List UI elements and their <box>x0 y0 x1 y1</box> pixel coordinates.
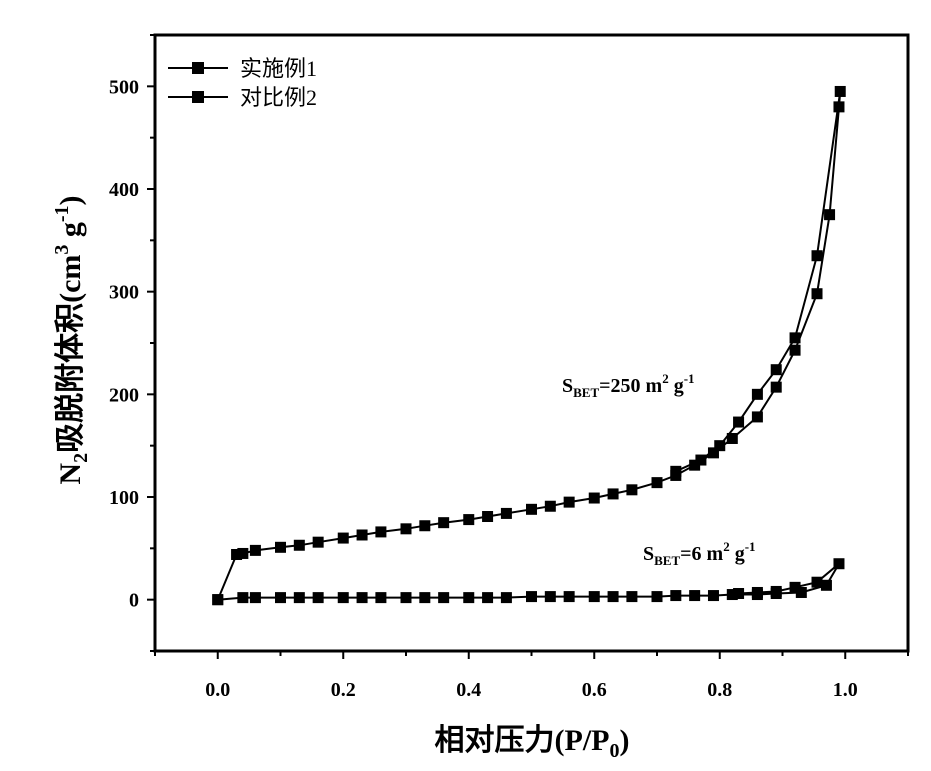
data-point <box>463 592 474 603</box>
data-point <box>463 514 474 525</box>
data-point <box>652 591 663 602</box>
series-line <box>218 92 840 600</box>
legend-item-1: 实施例1 <box>168 56 317 81</box>
data-point <box>401 523 412 534</box>
data-point <box>821 580 832 591</box>
data-point <box>752 389 763 400</box>
y-tick-label: 100 <box>109 487 139 509</box>
data-point <box>237 548 248 559</box>
data-point <box>689 590 700 601</box>
data-point <box>608 488 619 499</box>
data-point <box>589 493 600 504</box>
data-point <box>833 558 844 569</box>
x-tick-label: 0.8 <box>707 679 732 701</box>
y-tick-label: 400 <box>109 179 139 201</box>
data-point <box>338 592 349 603</box>
data-point <box>419 520 430 531</box>
series-1 <box>212 86 845 605</box>
data-point <box>771 382 782 393</box>
data-point <box>790 345 801 356</box>
series-layer <box>212 86 845 605</box>
x-tick-label: 0.2 <box>331 679 356 701</box>
x-tick-label: 0.4 <box>456 679 481 701</box>
data-point <box>771 586 782 597</box>
data-point <box>695 455 706 466</box>
data-point <box>790 332 801 343</box>
y-tick-label: 0 <box>129 590 139 612</box>
data-point <box>375 526 386 537</box>
data-point <box>275 592 286 603</box>
data-point <box>419 592 430 603</box>
data-point <box>812 577 823 588</box>
data-point <box>482 511 493 522</box>
data-point <box>294 540 305 551</box>
data-point <box>250 592 261 603</box>
data-point <box>589 591 600 602</box>
y-tick-label: 300 <box>109 282 139 304</box>
x-tick-label: 0.6 <box>582 679 607 701</box>
data-point <box>501 592 512 603</box>
data-point <box>752 587 763 598</box>
data-point <box>790 582 801 593</box>
x-axis-label: 相对压力(P/P0) <box>435 724 630 762</box>
data-point <box>545 501 556 512</box>
x-tick-label: 1.0 <box>833 679 858 701</box>
data-point <box>626 591 637 602</box>
data-point <box>275 542 286 553</box>
data-point <box>526 504 537 515</box>
data-point <box>501 508 512 519</box>
data-point <box>438 517 449 528</box>
annotation-sbet-250: SBET=250 m2 g-1 <box>562 371 695 400</box>
data-point <box>652 477 663 488</box>
data-point <box>670 590 681 601</box>
annotation-sbet-6: SBET=6 m2 g-1 <box>643 539 756 568</box>
series-2 <box>212 558 844 605</box>
data-point <box>526 591 537 602</box>
data-point <box>564 497 575 508</box>
legend-marker-1 <box>192 62 204 74</box>
data-point <box>670 466 681 477</box>
data-point <box>375 592 386 603</box>
data-point <box>401 592 412 603</box>
data-point <box>733 588 744 599</box>
legend-item-2: 对比例2 <box>168 85 317 110</box>
y-tick-label: 500 <box>109 76 139 98</box>
data-point <box>626 484 637 495</box>
data-point <box>833 101 844 112</box>
data-point <box>313 537 324 548</box>
x-tick-label: 0.0 <box>205 679 230 701</box>
data-point <box>438 592 449 603</box>
data-point <box>313 592 324 603</box>
data-point <box>835 86 846 97</box>
data-point <box>812 250 823 261</box>
data-point <box>357 529 368 540</box>
data-point <box>608 591 619 602</box>
data-point <box>545 591 556 602</box>
data-point <box>752 411 763 422</box>
y-axis-label: N2吸脱附体积(cm3 g-1) <box>51 195 92 484</box>
data-point <box>824 209 835 220</box>
data-point <box>812 288 823 299</box>
data-point <box>482 592 493 603</box>
legend-label-1: 实施例1 <box>240 56 317 81</box>
data-point <box>714 440 725 451</box>
data-point <box>733 417 744 428</box>
data-point <box>250 545 261 556</box>
y-tick-label: 200 <box>109 384 139 406</box>
data-point <box>357 592 368 603</box>
data-point <box>727 433 738 444</box>
legend-marker-2 <box>192 91 204 103</box>
data-point <box>708 590 719 601</box>
legend-label-2: 对比例2 <box>240 85 317 110</box>
data-point <box>294 592 305 603</box>
data-point <box>338 533 349 544</box>
isotherm-chart: 0.0 0.2 0.4 0.6 0.8 1.0 0 100 200 300 400 500 实施例1 … <box>0 0 931 771</box>
data-point <box>237 592 248 603</box>
data-point <box>564 591 575 602</box>
legend: 实施例1 对比例2 <box>168 56 317 110</box>
data-point <box>212 594 223 605</box>
data-point <box>771 364 782 375</box>
